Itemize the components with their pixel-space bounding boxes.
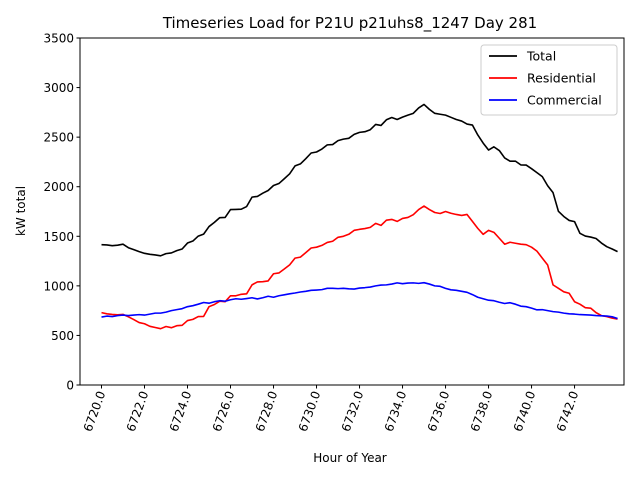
y-axis-label: kW total (14, 186, 28, 236)
series-line-residential (101, 205, 618, 330)
y-tick-label: 2000 (43, 180, 74, 194)
series-layer (101, 103, 618, 330)
chart-title: Timeseries Load for P21U p21uhs8_1247 Da… (162, 14, 537, 33)
y-tick-label: 3000 (43, 81, 74, 95)
y-tick-label: 0 (66, 379, 74, 393)
y-tick-label: 1000 (43, 279, 74, 293)
plot-frame (79, 37, 625, 386)
legend-label-commercial: Commercial (527, 93, 602, 108)
legend-box (480, 44, 618, 116)
legend-label-total: Total (526, 49, 556, 64)
legend: Total Residential Commercial (480, 44, 618, 116)
y-tick-label: 1500 (43, 230, 74, 244)
y-tick-label: 3500 (43, 32, 74, 46)
y-tick-label: 2500 (43, 131, 74, 145)
x-axis-label: Hour of Year (313, 451, 387, 465)
y-axis-ticks: 0 500 1000 1500 2000 2500 3000 3500 (43, 32, 80, 393)
series-line-commercial (101, 281, 618, 320)
legend-label-residential: Residential (527, 71, 596, 86)
y-tick-label: 500 (51, 329, 74, 343)
series-line-total (101, 103, 618, 257)
